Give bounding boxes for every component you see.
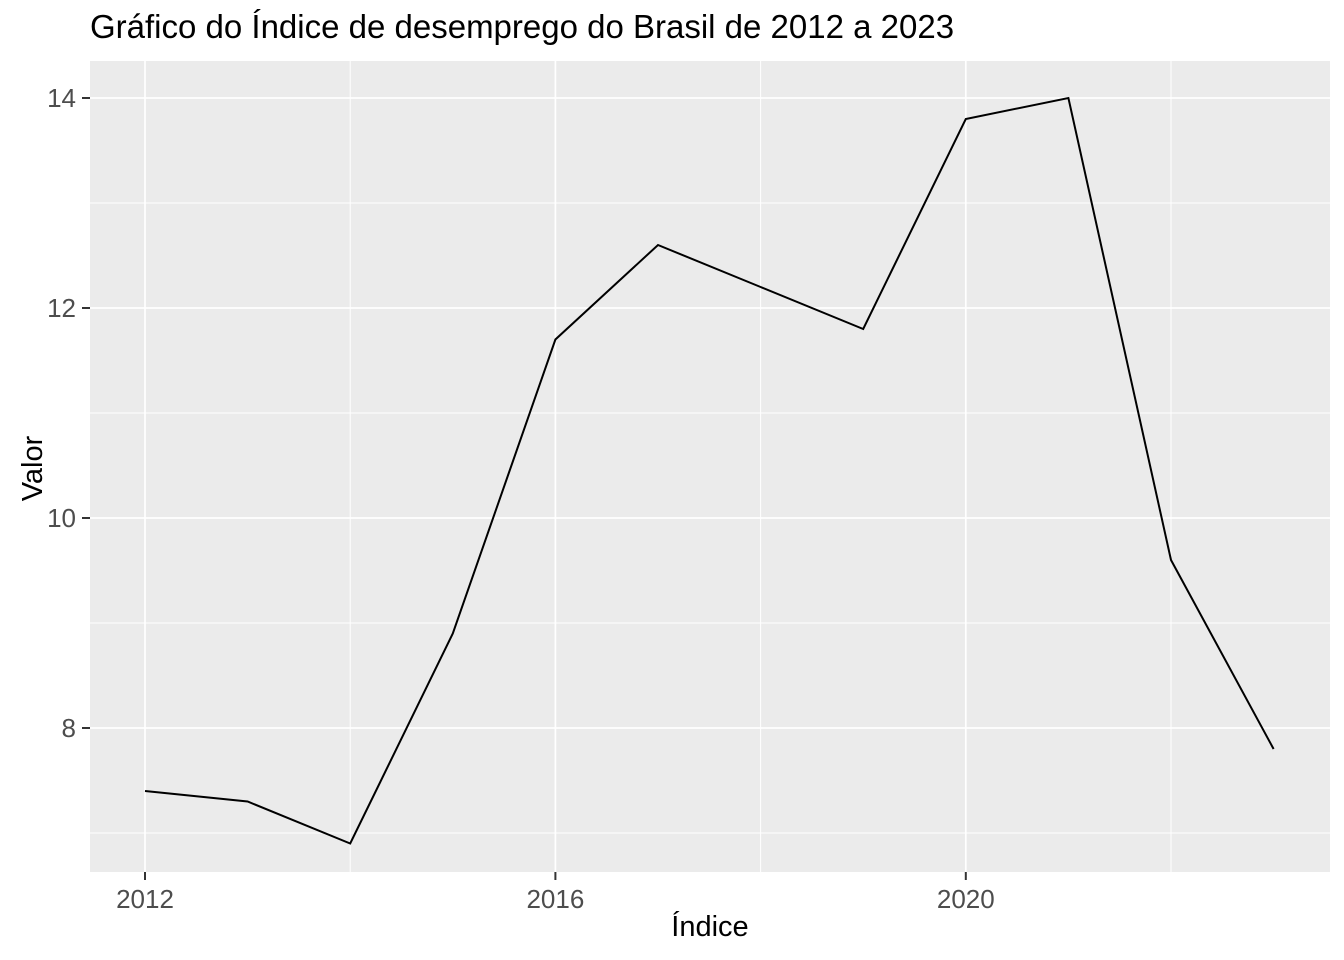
x-tick-label: 2016 bbox=[526, 884, 585, 914]
x-tick-label: 2012 bbox=[116, 884, 174, 914]
x-axis-title: Índice bbox=[671, 911, 749, 943]
chart-title: Gráfico do Índice de desemprego do Brasi… bbox=[90, 8, 955, 45]
y-tick-label: 14 bbox=[47, 83, 76, 113]
panel-background bbox=[90, 61, 1330, 872]
y-tick-label: 12 bbox=[47, 293, 76, 323]
data-line-unemployment bbox=[144, 96, 1275, 845]
x-tick-label: 2020 bbox=[936, 884, 995, 914]
y-axis-title: Valor bbox=[17, 435, 49, 502]
y-tick-label: 8 bbox=[61, 713, 76, 743]
y-tick-label: 10 bbox=[47, 503, 76, 533]
